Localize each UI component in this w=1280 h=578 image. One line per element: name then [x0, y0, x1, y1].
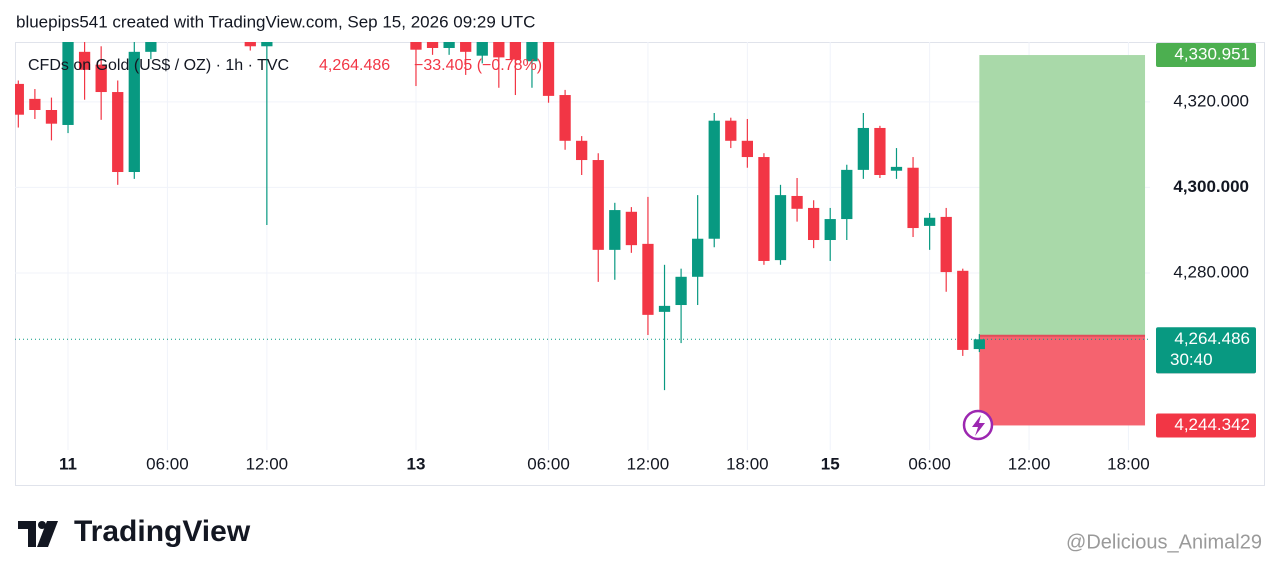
- x-tick-label: 13: [407, 454, 426, 473]
- x-tick-label: 15: [821, 454, 840, 473]
- watermark: @Delicious_Animal29: [1066, 531, 1262, 553]
- candle-body: [261, 42, 273, 47]
- candle-body: [808, 207, 820, 241]
- tv-logo-mark: [18, 521, 58, 547]
- x-tick-label: 06:00: [146, 454, 189, 473]
- chart-frame: [15, 42, 1265, 486]
- candle-body: [29, 98, 41, 110]
- candle-body: [15, 83, 24, 115]
- candle-body: [692, 238, 704, 277]
- legend-change: −33.405 (−0.78%): [414, 57, 542, 74]
- candle-body: [443, 42, 455, 48]
- candle-body: [493, 42, 505, 58]
- candle-body: [244, 42, 256, 47]
- candle-body: [625, 211, 638, 246]
- x-tick-label: 11: [59, 454, 77, 473]
- alert-bolt: [972, 415, 985, 436]
- candle-body: [774, 195, 787, 261]
- last-price-label: 4,264.486: [1174, 329, 1250, 348]
- candle-body: [128, 51, 140, 173]
- candle-body: [509, 42, 522, 60]
- candle-body: [658, 305, 671, 312]
- candle-body: [559, 95, 571, 141]
- candle-body: [741, 140, 753, 158]
- candle-body: [824, 219, 836, 241]
- candle-body: [907, 167, 919, 229]
- x-tick-label: 18:00: [726, 454, 769, 473]
- candle-body: [476, 42, 488, 56]
- candle-body: [923, 217, 936, 226]
- x-tick-label: 12:00: [246, 454, 289, 473]
- y-tick-label: 4,320.000: [1173, 91, 1249, 110]
- candle-body: [62, 42, 74, 125]
- x-tick-label: 06:00: [908, 454, 951, 473]
- candle-body: [758, 157, 770, 261]
- target-zone: [979, 55, 1146, 336]
- candle-body: [526, 42, 538, 62]
- y-tick-label: 4,300.000: [1173, 177, 1249, 196]
- last-price-box: [1156, 327, 1256, 374]
- x-tick-label: 06:00: [527, 454, 570, 473]
- target-box: [1156, 43, 1256, 68]
- target-label: 4,330.951: [1174, 45, 1250, 64]
- stop-zone: [979, 335, 1146, 426]
- candle-body: [95, 64, 107, 93]
- candle-body: [410, 42, 422, 50]
- candle-body: [592, 160, 604, 250]
- candle-body: [791, 195, 803, 209]
- candle-body: [576, 140, 588, 161]
- candle-body: [426, 42, 439, 48]
- header: bluepips541 created with TradingView.com…: [16, 12, 535, 31]
- candle-body: [460, 42, 472, 52]
- candle-body: [725, 120, 737, 141]
- candle-body: [890, 166, 903, 171]
- candle-body: [874, 127, 886, 176]
- candle-body: [542, 42, 555, 96]
- stop-box: [1156, 413, 1256, 438]
- logo-text: TradingView: [74, 515, 251, 548]
- candle-body: [642, 243, 654, 315]
- candle-body: [957, 270, 969, 350]
- x-tick-label: 12:00: [1008, 454, 1051, 473]
- candle-body: [841, 169, 853, 220]
- x-tick-label: 12:00: [627, 454, 670, 473]
- candle-body: [857, 127, 869, 170]
- candle-body: [940, 216, 952, 273]
- candle-body: [78, 51, 91, 70]
- symbol: CFDs on Gold (US$ / OZ) · 1h · TVC: [28, 57, 289, 74]
- x-tick-label: 18:00: [1107, 454, 1150, 473]
- candle-body: [708, 120, 720, 239]
- candle-body: [45, 110, 58, 124]
- plot: [15, 42, 1150, 450]
- candle-body: [112, 92, 124, 173]
- countdown: 30:40: [1170, 350, 1213, 369]
- stop-label: 4,244.342: [1174, 415, 1250, 434]
- candle-body: [973, 339, 985, 350]
- candle-body: [145, 42, 157, 52]
- candle-body: [609, 210, 621, 250]
- legend-price: 4,264.486: [319, 57, 390, 74]
- candle-body: [675, 276, 687, 306]
- y-tick-label: 4,280.000: [1173, 262, 1249, 281]
- legend: CFDs on Gold (US$ / OZ) · 1h · TVC 4,264…: [28, 57, 542, 74]
